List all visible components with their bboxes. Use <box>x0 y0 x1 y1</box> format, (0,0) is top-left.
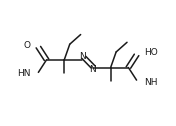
Text: O: O <box>24 41 31 50</box>
Text: HN: HN <box>17 69 31 78</box>
Text: NH: NH <box>144 78 158 87</box>
Text: HO: HO <box>144 48 158 57</box>
Text: N: N <box>80 52 86 61</box>
Text: N: N <box>89 65 96 74</box>
